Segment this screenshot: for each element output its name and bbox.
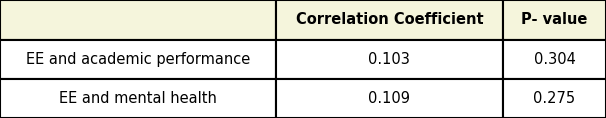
Text: Correlation Coefficient: Correlation Coefficient <box>296 12 483 27</box>
Bar <box>276 79 503 118</box>
Bar <box>503 40 606 79</box>
Text: 0.103: 0.103 <box>368 52 410 67</box>
Text: EE and academic performance: EE and academic performance <box>25 52 250 67</box>
Text: 0.304: 0.304 <box>533 52 576 67</box>
Bar <box>276 40 503 79</box>
Bar <box>0 79 276 118</box>
Text: EE and mental health: EE and mental health <box>59 91 217 106</box>
Bar <box>503 79 606 118</box>
Text: P- value: P- value <box>521 12 588 27</box>
Bar <box>503 0 606 40</box>
Bar <box>0 40 276 79</box>
Text: 0.109: 0.109 <box>368 91 410 106</box>
Bar <box>276 0 503 40</box>
Text: 0.275: 0.275 <box>533 91 576 106</box>
Bar <box>0 0 276 40</box>
